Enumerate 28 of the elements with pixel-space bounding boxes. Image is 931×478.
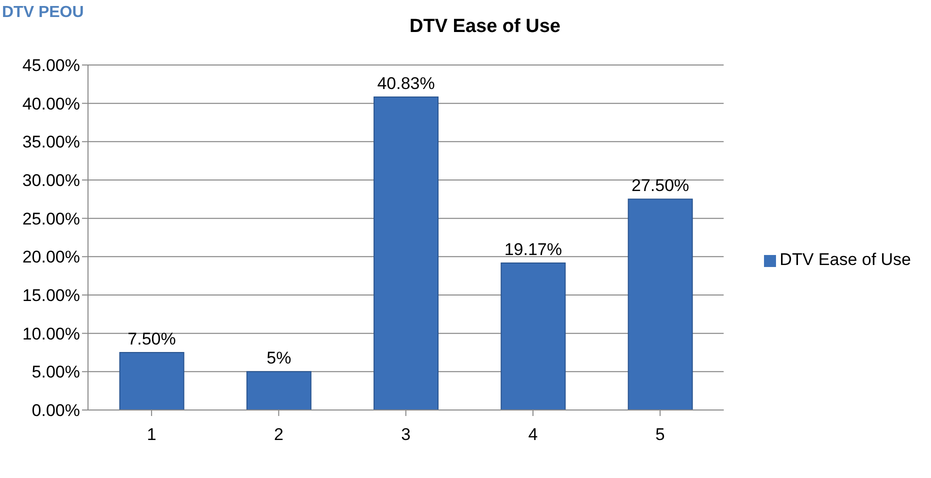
data-label: 19.17% — [504, 240, 562, 260]
y-tick-label: 30.00% — [22, 171, 80, 190]
y-tick-label: 15.00% — [22, 286, 80, 306]
x-tick-label: 5 — [655, 425, 665, 444]
data-label: 7.50% — [128, 330, 176, 348]
bar — [374, 96, 439, 410]
x-tick-label: 2 — [274, 425, 284, 444]
y-tick-label: 5.00% — [32, 362, 80, 382]
y-tick-label: 20.00% — [22, 248, 80, 267]
x-tick-label: 3 — [401, 425, 411, 444]
data-label: 27.50% — [631, 176, 690, 196]
x-tick-label: 4 — [528, 425, 538, 444]
y-tick-label: 10.00% — [22, 324, 80, 344]
y-tick-label: 25.00% — [22, 209, 80, 228]
bar — [500, 262, 566, 410]
data-label: 40.83% — [377, 74, 435, 93]
bar — [119, 352, 184, 410]
x-tick-label: 1 — [146, 425, 156, 444]
data-label: 5% — [266, 348, 292, 368]
y-tick-label: 35.00% — [22, 132, 80, 152]
chart-title: DTV Ease of Use — [408, 16, 562, 38]
y-tick-label: 0.00% — [32, 401, 80, 420]
bar — [628, 198, 693, 410]
y-tick-label: 40.00% — [22, 94, 80, 114]
y-tick-label: 45.00% — [22, 56, 80, 76]
text: DTV PEOU — [2, 4, 84, 22]
legend-label: DTV Ease of Use — [780, 250, 911, 269]
bar — [246, 371, 312, 410]
